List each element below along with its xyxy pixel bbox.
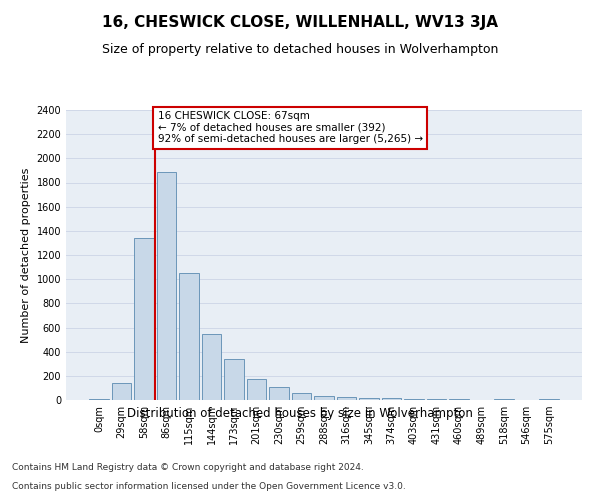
Bar — [89, 399, 109, 400]
Bar — [314, 396, 334, 400]
Bar — [134, 238, 154, 400]
Text: Contains public sector information licensed under the Open Government Licence v3: Contains public sector information licen… — [12, 482, 406, 491]
Bar — [382, 398, 401, 400]
Text: 16, CHESWICK CLOSE, WILLENHALL, WV13 3JA: 16, CHESWICK CLOSE, WILLENHALL, WV13 3JA — [102, 15, 498, 30]
Text: Distribution of detached houses by size in Wolverhampton: Distribution of detached houses by size … — [127, 408, 473, 420]
Bar — [224, 359, 244, 400]
Bar — [269, 388, 289, 400]
Bar — [359, 398, 379, 400]
Bar — [202, 334, 221, 400]
Bar — [404, 399, 424, 400]
Bar — [247, 379, 266, 400]
Text: Contains HM Land Registry data © Crown copyright and database right 2024.: Contains HM Land Registry data © Crown c… — [12, 464, 364, 472]
Bar — [292, 394, 311, 400]
Text: 16 CHESWICK CLOSE: 67sqm
← 7% of detached houses are smaller (392)
92% of semi-d: 16 CHESWICK CLOSE: 67sqm ← 7% of detache… — [158, 111, 422, 144]
Bar — [337, 397, 356, 400]
Bar — [112, 383, 131, 400]
Bar — [157, 172, 176, 400]
Y-axis label: Number of detached properties: Number of detached properties — [21, 168, 31, 342]
Bar — [179, 273, 199, 400]
Bar — [494, 399, 514, 400]
Text: Size of property relative to detached houses in Wolverhampton: Size of property relative to detached ho… — [102, 42, 498, 56]
